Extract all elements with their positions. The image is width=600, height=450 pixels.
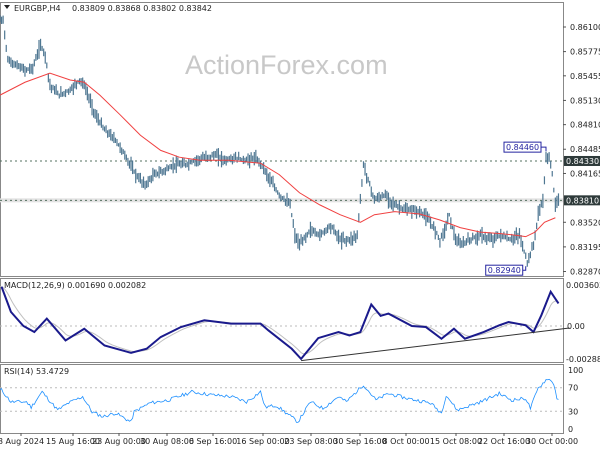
annotation-label: 0.84460 bbox=[506, 143, 539, 152]
rsi-tick-label: 100 bbox=[568, 366, 583, 375]
price-tick-label: 0.85130 bbox=[570, 96, 600, 105]
price-level-tag bbox=[564, 195, 600, 206]
time-tick-label: 15 Oct 08:00 bbox=[430, 437, 482, 446]
watermark: ActionForex.com bbox=[185, 50, 388, 80]
price-tick-label: 0.84165 bbox=[570, 169, 600, 178]
rsi-tick-label: 30 bbox=[568, 407, 578, 416]
collapse-triangle-icon[interactable] bbox=[4, 5, 10, 9]
symbol-label: EURGBP,H4 bbox=[14, 4, 61, 13]
macd-tick-label: -0.002886 bbox=[566, 355, 600, 364]
annotation-box bbox=[503, 141, 542, 153]
annotation-box bbox=[485, 264, 524, 276]
time-tick-label: 16 Sep 00:00 bbox=[236, 437, 289, 446]
price-tick-label: 0.83520 bbox=[570, 218, 600, 227]
macd-tick-label: 0.00 bbox=[567, 322, 585, 331]
macd-trendline bbox=[301, 327, 570, 362]
macd-signal-line bbox=[0, 286, 559, 355]
price-level-value: 0.84330 bbox=[566, 157, 599, 166]
ohlc-values: 0.83809 0.83868 0.83802 0.83842 bbox=[72, 4, 212, 13]
time-tick-label: 30 Oct 00:00 bbox=[526, 437, 578, 446]
time-tick-label: 8 Aug 2024 bbox=[0, 437, 44, 446]
time-tick-label: 8 Oct 00:00 bbox=[382, 437, 429, 446]
price-tick-label: 0.85775 bbox=[570, 48, 600, 57]
price-tick-label: 0.84810 bbox=[570, 121, 600, 130]
time-tick-label: 30 Aug 08:00 bbox=[140, 437, 194, 446]
main-pane bbox=[0, 2, 564, 277]
annotation-leader bbox=[522, 266, 527, 271]
time-tick-label: 15 Aug 16:00 bbox=[46, 437, 100, 446]
time-tick-label: 23 Aug 00:00 bbox=[92, 437, 146, 446]
price-level-tag bbox=[564, 155, 600, 166]
time-tick-label: 30 Sep 16:00 bbox=[333, 437, 386, 446]
macd-title: MACD(12,26,9) 0.001690 0.002082 bbox=[4, 281, 146, 290]
rsi-line bbox=[0, 378, 559, 423]
rsi-title: RSI(14) 53.4729 bbox=[4, 367, 69, 376]
rsi-tick-label: 0 bbox=[568, 425, 573, 434]
time-tick-label: 6 Sep 16:00 bbox=[189, 437, 237, 446]
price-tick-label: 0.85455 bbox=[570, 72, 600, 81]
macd-line bbox=[0, 286, 560, 361]
price-level-value: 0.83810 bbox=[566, 196, 599, 205]
rsi-tick-label: 70 bbox=[568, 384, 578, 393]
rsi-pane bbox=[0, 364, 564, 434]
macd-pane bbox=[0, 278, 564, 363]
price-tick-label: 0.86100 bbox=[570, 23, 600, 32]
time-tick-label: 23 Sep 08:00 bbox=[284, 437, 337, 446]
annotation-label: 0.82940 bbox=[488, 266, 521, 275]
price-tick-label: 0.84485 bbox=[570, 145, 600, 154]
macd-tick-label: 0.003602 bbox=[566, 281, 600, 290]
price-tick-label: 0.83195 bbox=[570, 243, 600, 252]
moving-average-line bbox=[0, 72, 556, 238]
annotation-leader bbox=[541, 146, 547, 152]
price-tick-label: 0.82870 bbox=[570, 267, 600, 276]
time-tick-label: 22 Oct 16:00 bbox=[478, 437, 530, 446]
